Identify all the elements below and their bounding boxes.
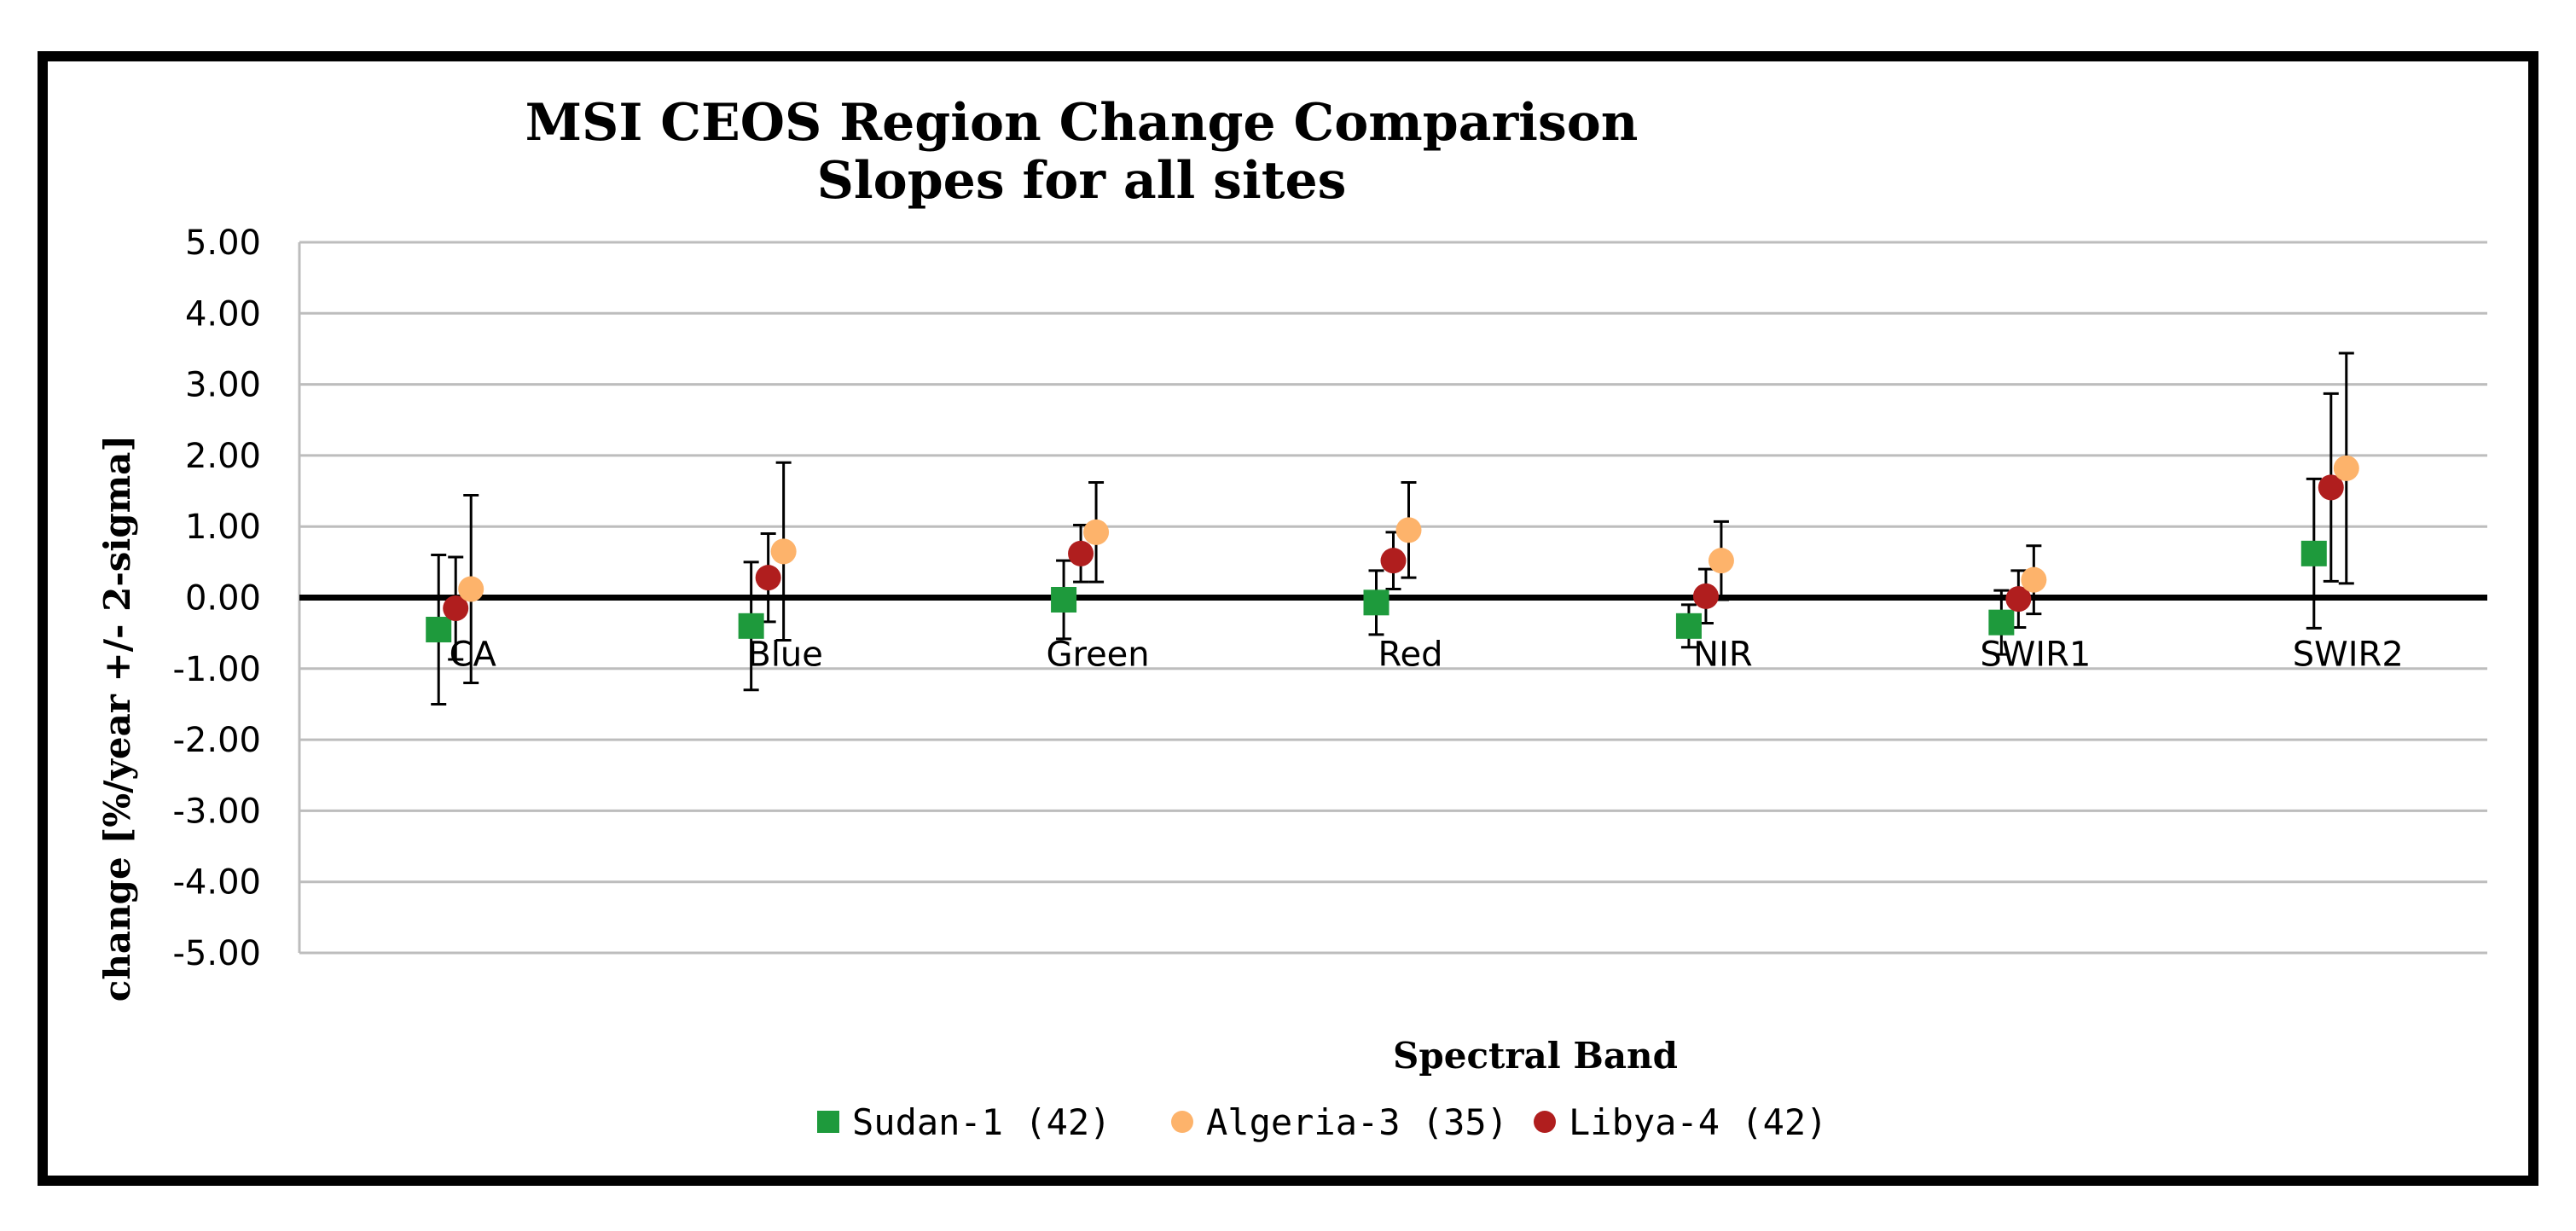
chart-title-line-1: MSI CEOS Region Change Comparison [525, 93, 1639, 153]
data-point-square [1051, 586, 1077, 613]
y-tick-label: -1.00 [173, 650, 262, 689]
data-point-circle [443, 595, 469, 621]
legend-marker-square [817, 1111, 839, 1133]
legend: Sudan-1 (42) Algeria-3 (35) Libya-4 (42) [817, 1101, 1827, 1143]
y-tick-label: 4.00 [185, 294, 261, 334]
data-point-square [738, 613, 764, 639]
data-point-square [2300, 540, 2327, 566]
legend-label: Sudan-1 (42) [852, 1101, 1111, 1143]
data-point-circle [1708, 548, 1734, 574]
gridlines [298, 241, 2487, 955]
legend-label: Algeria-3 (35) [1206, 1101, 1508, 1143]
y-tick-label: 0.00 [185, 579, 261, 618]
data-point-circle [755, 565, 781, 591]
data-point-circle [2318, 474, 2344, 501]
legend-marker-circle [1534, 1111, 1556, 1133]
y-tick-label: -3.00 [173, 792, 262, 831]
chart: MSI CEOS Region Change Comparison Slopes… [96, 93, 2487, 1143]
data-point-square [1988, 609, 2015, 636]
y-tick-label: -2.00 [173, 721, 262, 760]
data-point-circle [1380, 548, 1407, 574]
x-category-label: CA [450, 636, 497, 675]
data-point-square [1363, 589, 1390, 616]
data-point-circle [2021, 566, 2047, 593]
data-markers [426, 455, 2359, 642]
data-point-square [426, 616, 452, 642]
data-point-circle [1083, 519, 1110, 545]
y-tick-label: 1.00 [185, 508, 261, 547]
y-tick-label: 3.00 [185, 366, 261, 405]
data-point-circle [1692, 583, 1719, 609]
x-category-label: SWIR2 [2293, 636, 2404, 675]
data-point-circle [2333, 455, 2359, 481]
chart-title-line-2: Slopes for all sites [817, 151, 1347, 211]
data-point-circle [770, 538, 797, 565]
y-tick-label: -5.00 [173, 934, 262, 973]
data-point-circle [458, 576, 484, 602]
x-category-label: Blue [747, 636, 823, 675]
data-point-circle [2005, 586, 2032, 613]
x-category-label: NIR [1693, 636, 1753, 675]
legend-label: Libya-4 (42) [1569, 1101, 1827, 1143]
data-point-square [1675, 613, 1702, 639]
y-tick-label: 2.00 [185, 437, 261, 476]
x-category-label: Green [1047, 636, 1150, 675]
x-axis-title: Spectral Band [1393, 1035, 1678, 1077]
chart-frame: MSI CEOS Region Change Comparison Slopes… [38, 51, 2538, 1186]
y-axis-ticks: 5.00 4.00 3.00 2.00 1.00 0.00 -1.00 -2.00 -3.00 -… [173, 224, 262, 973]
y-axis-title: change [%/year +/- 2-sigma] [96, 435, 138, 1002]
x-category-label: Red [1378, 636, 1443, 675]
y-tick-label: 5.00 [185, 224, 261, 263]
data-point-circle [1068, 540, 1094, 566]
category-labels: CA Blue Green Red NIR SWIR1 SWIR2 [450, 636, 2404, 675]
legend-marker-circle [1171, 1111, 1193, 1133]
data-point-circle [1395, 517, 1422, 543]
y-tick-label: -4.00 [173, 863, 262, 903]
